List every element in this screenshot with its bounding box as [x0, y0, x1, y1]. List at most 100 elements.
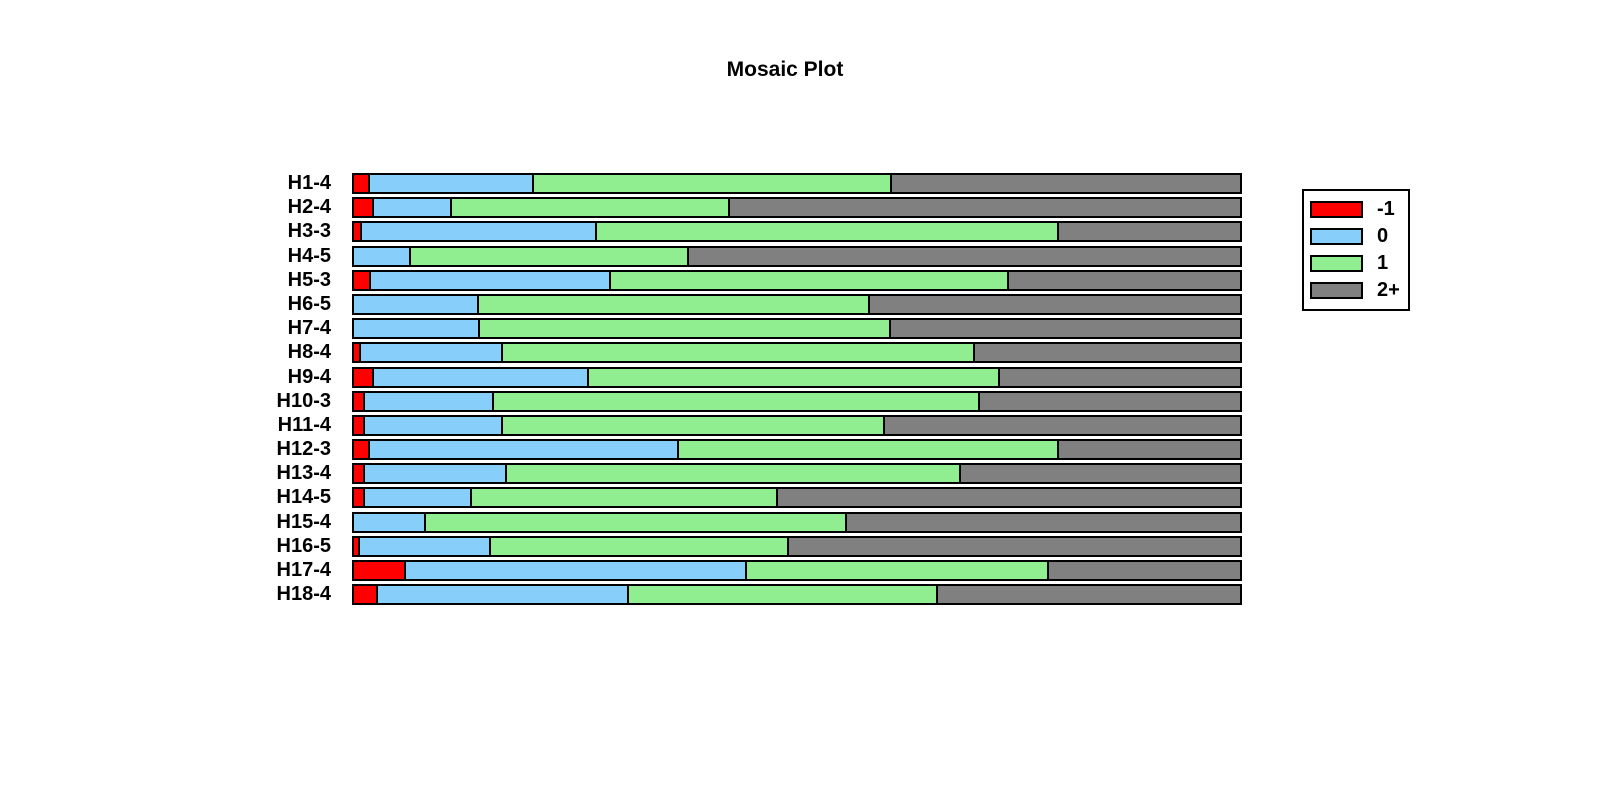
- legend-item--1: -1: [1310, 196, 1408, 223]
- segment--1: [354, 344, 360, 362]
- segment--1: [354, 368, 372, 386]
- y-axis-label: H14-5: [276, 486, 331, 509]
- segment-0: [364, 465, 505, 483]
- y-axis-label: H10-3: [276, 389, 331, 412]
- segment--1: [354, 489, 363, 507]
- segment-0: [364, 416, 502, 434]
- segment-0: [362, 223, 596, 241]
- segment-2+: [870, 295, 1240, 313]
- bar-row-h9-4: H9-4: [0, 366, 1242, 388]
- segment-2+: [890, 320, 1240, 338]
- bar-row-h16-5: H16-5: [0, 534, 1242, 557]
- stacked-bar: [352, 511, 1242, 533]
- bar-row-h12-3: H12-3: [0, 438, 1242, 461]
- stacked-bar: [352, 318, 1242, 340]
- y-axis-label: H5-3: [287, 268, 331, 291]
- stacked-bar: [352, 342, 1242, 364]
- segment--1: [354, 562, 405, 579]
- segment-1: [679, 441, 1057, 459]
- stacked-bar: [352, 245, 1242, 267]
- stacked-bar: [352, 560, 1242, 581]
- legend-item-1: 1: [1310, 250, 1408, 277]
- segment-2+: [1008, 271, 1240, 289]
- bar-row-h4-5: H4-5: [0, 245, 1242, 267]
- y-axis-label: H15-4: [276, 510, 331, 533]
- bar-row-h6-5: H6-5: [0, 293, 1242, 315]
- segment-0: [373, 368, 588, 386]
- legend-label: 2+: [1377, 279, 1400, 301]
- segment-0: [364, 392, 493, 410]
- segment-0: [354, 247, 409, 265]
- y-axis-label: H1-4: [287, 172, 331, 194]
- segment--1: [354, 271, 369, 289]
- y-axis-label: H12-3: [276, 438, 331, 461]
- y-axis-label: H3-3: [287, 220, 331, 243]
- legend-item-2+: 2+: [1310, 277, 1408, 304]
- segment-2+: [846, 513, 1240, 531]
- legend-swatch-0: [1310, 228, 1363, 245]
- stacked-bar: [352, 366, 1242, 388]
- y-axis-label: H16-5: [276, 534, 331, 557]
- y-axis-label: H7-4: [287, 317, 331, 340]
- segment-0: [370, 271, 610, 289]
- segment-1: [611, 271, 1007, 289]
- segment-1: [410, 247, 687, 265]
- stacked-bar: [352, 439, 1242, 461]
- segment-0: [360, 537, 489, 555]
- stacked-bar: [352, 197, 1242, 219]
- segment-1: [629, 586, 937, 604]
- legend-item-0: 0: [1310, 223, 1408, 250]
- bar-row-h14-5: H14-5: [0, 486, 1242, 509]
- bar-row-h5-3: H5-3: [0, 268, 1242, 291]
- bar-row-h7-4: H7-4: [0, 317, 1242, 340]
- segment--1: [354, 537, 359, 555]
- segment-0: [354, 320, 479, 338]
- segment--1: [354, 465, 363, 483]
- segment-0: [361, 344, 502, 362]
- segment--1: [354, 199, 372, 217]
- segment-2+: [975, 344, 1240, 362]
- segment-1: [506, 465, 960, 483]
- segment-1: [478, 295, 869, 313]
- legend-label: 0: [1377, 225, 1389, 247]
- segment-1: [452, 199, 728, 217]
- stacked-bar: [352, 584, 1242, 606]
- legend-swatch--1: [1310, 201, 1363, 218]
- segment--1: [354, 586, 376, 604]
- y-axis-label: H17-4: [276, 559, 331, 581]
- y-axis-label: H11-4: [277, 413, 331, 436]
- stacked-bar: [352, 293, 1242, 315]
- segment-0: [364, 489, 471, 507]
- y-axis-label: H8-4: [287, 341, 331, 364]
- stacked-bar: [352, 487, 1242, 509]
- legend-swatch-1: [1310, 255, 1363, 272]
- segment-2+: [938, 586, 1241, 604]
- segment-1: [534, 175, 891, 192]
- segment-0: [373, 199, 451, 217]
- bar-row-h10-3: H10-3: [0, 389, 1242, 412]
- bar-row-h3-3: H3-3: [0, 220, 1242, 243]
- segment-2+: [789, 537, 1241, 555]
- segment--1: [354, 175, 369, 192]
- bar-row-h11-4: H11-4: [0, 413, 1242, 436]
- segment-1: [425, 513, 845, 531]
- segment-1: [480, 320, 889, 338]
- stacked-bar: [352, 463, 1242, 485]
- legend-swatch-2+: [1310, 282, 1363, 299]
- bar-row-h8-4: H8-4: [0, 341, 1242, 364]
- segment-2+: [1058, 441, 1240, 459]
- segment-1: [746, 562, 1048, 579]
- segment-2+: [688, 247, 1240, 265]
- legend-label: -1: [1377, 198, 1395, 220]
- legend: -1 0 1 2+: [1302, 189, 1410, 311]
- bar-row-h1-4: H1-4: [0, 173, 1242, 194]
- y-axis-label: H13-4: [276, 462, 331, 485]
- segment-2+: [777, 489, 1240, 507]
- stacked-bar: [352, 173, 1242, 194]
- bar-row-h18-4: H18-4: [0, 583, 1242, 606]
- y-axis-label: H18-4: [276, 583, 331, 606]
- segment-2+: [979, 392, 1240, 410]
- segment-0: [354, 295, 477, 313]
- chart-title: Mosaic Plot: [726, 58, 844, 81]
